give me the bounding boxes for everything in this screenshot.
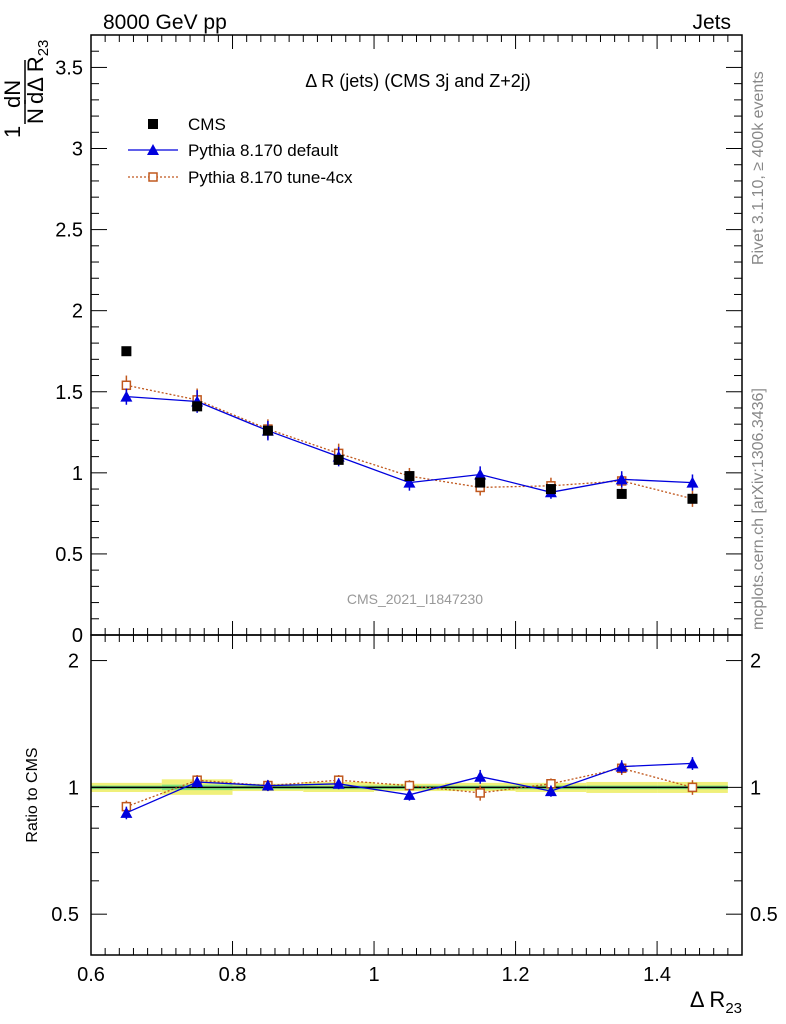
ratio-pythia-default-point <box>686 757 699 769</box>
legend-label-cms: CMS <box>188 115 226 134</box>
ratio-pythia-default-point <box>615 760 628 772</box>
ratio-ytick-label-right: 1 <box>750 777 761 799</box>
plot-title: Δ R (jets) (CMS 3j and Z+2j) <box>305 71 531 91</box>
ratio-pythia-default-point <box>191 775 204 787</box>
xtick-label: 0.8 <box>219 964 247 986</box>
xtick-label: 1.2 <box>502 964 530 986</box>
header-right: Jets <box>692 11 731 34</box>
main-ytick-label: 1.5 <box>55 382 83 404</box>
ratio-pythia-default-point <box>120 806 133 818</box>
ratio-y-axis-label: Ratio to CMS <box>24 747 41 842</box>
svg-text:Δ R23: Δ R23 <box>690 987 742 1017</box>
main-cms-point <box>333 454 344 465</box>
main-cms-point <box>404 471 415 482</box>
ratio-pythia-default-point <box>544 785 557 797</box>
ratio-pythia-tune-4cx-point <box>404 780 415 791</box>
ratio-pythia-tune-4cx-point <box>687 782 698 793</box>
main-cms-point <box>687 493 698 504</box>
analysis-watermark: CMS_2021_I1847230 <box>347 591 483 607</box>
ratio-ytick-label-left: 2 <box>68 651 79 673</box>
main-plot-panel: 0 0.5 1 1.5 2 2.5 3 3.5 Δ R (jets) (CMS 3j and Z… <box>55 34 743 647</box>
xtick-label: 0.6 <box>77 964 105 986</box>
main-cms-point <box>121 346 132 357</box>
ratio-ytick-label-right: 0.5 <box>750 904 778 926</box>
main-ytick-label: 0 <box>72 625 83 647</box>
main-pythia-default-point <box>120 390 133 402</box>
ratio-ytick-label-left: 1 <box>68 777 79 799</box>
main-pythia-tune-4cx-point <box>121 380 132 391</box>
main-ytick-label: 0.5 <box>55 544 83 566</box>
main-cms-point <box>616 488 627 499</box>
ratio-pythia-default-point <box>474 770 487 782</box>
main-ytick-label: 1 <box>72 463 83 485</box>
svg-text:dΔ R23: dΔ R23 <box>23 40 52 104</box>
main-cms-point <box>475 477 486 488</box>
mcplots-label: mcplots.cern.ch [arXiv:1306.3436] <box>750 388 767 630</box>
main-ytick-label: 3.5 <box>55 57 83 79</box>
legend-label-pythia-tune-4cx: Pythia 8.170 tune-4cx <box>188 168 353 187</box>
main-pythia-default-point <box>686 476 699 488</box>
ratio-pythia-default-point <box>332 777 345 789</box>
x-axis-label: Δ R23 <box>690 987 742 1017</box>
xtick-label: 1.4 <box>643 964 671 986</box>
legend-marker-pythia-tune-4cx <box>148 172 158 182</box>
legend-label-pythia-default: Pythia 8.170 default <box>188 141 339 160</box>
main-pythia-default-point <box>615 473 628 485</box>
rivet-label: Rivet 3.1.10, ≥ 400k events <box>750 71 767 265</box>
main-cms-point <box>192 401 203 412</box>
ratio-plot-panel: 0.5 0.5 1 1 2 2 0.6 0.8 1 1.2 1.4 <box>51 634 778 986</box>
svg-text:N: N <box>23 108 48 124</box>
svg-text:1: 1 <box>0 126 25 138</box>
main-cms-point <box>545 484 556 495</box>
main-cms-point <box>262 425 273 436</box>
main-y-axis-label: 1 N dN dΔ R23 <box>0 40 52 138</box>
main-ytick-label: 2 <box>72 301 83 323</box>
main-ytick-label: 3 <box>72 139 83 161</box>
xtick-label: 1 <box>368 964 379 986</box>
main-pythia-default-point <box>403 476 416 488</box>
legend: CMS Pythia 8.170 default Pythia 8.170 tune… <box>128 115 353 187</box>
ratio-ytick-label-left: 0.5 <box>51 904 79 926</box>
ratio-pythia-tune-4cx-point <box>475 788 485 798</box>
ratio-frame <box>90 634 743 956</box>
ratio-pythia-default-point <box>403 788 416 800</box>
main-pythia-default-point <box>474 468 487 480</box>
legend-marker-pythia-default <box>147 144 159 155</box>
svg-text:dN: dN <box>0 80 25 108</box>
header-left: 8000 GeV pp <box>103 11 227 34</box>
ratio-ytick-label-right: 2 <box>750 651 761 673</box>
legend-marker-cms <box>148 119 158 129</box>
ratio-pythia-default-point <box>261 779 274 791</box>
main-ytick-label: 2.5 <box>55 220 83 242</box>
